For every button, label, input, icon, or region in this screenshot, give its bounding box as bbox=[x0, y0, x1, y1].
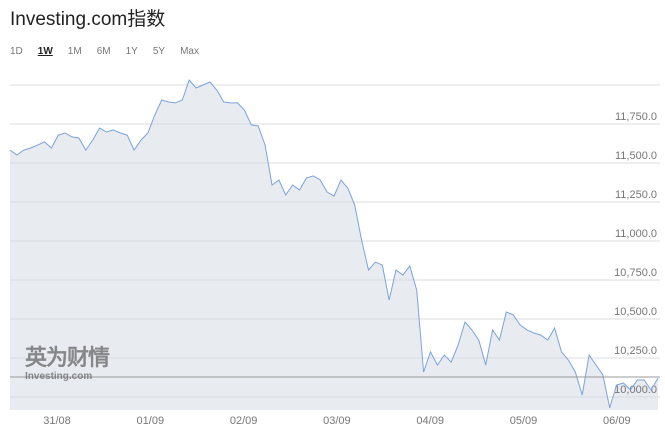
x-tick-label: 05/09 bbox=[510, 415, 538, 427]
range-5y[interactable]: 5Y bbox=[152, 46, 166, 57]
x-tick-label: 31/08 bbox=[43, 415, 71, 427]
range-max[interactable]: Max bbox=[180, 46, 199, 57]
range-selector: 1D 1W 1M 6M 1Y 5Y Max bbox=[10, 46, 214, 57]
watermark-logo: 英为财情 Investing.com bbox=[25, 345, 110, 383]
range-6m[interactable]: 6M bbox=[96, 46, 111, 57]
y-tick-label: 11,500.0 bbox=[615, 150, 657, 162]
range-1y[interactable]: 1Y bbox=[125, 46, 138, 57]
watermark-en: Investing.com bbox=[25, 371, 93, 382]
range-1w[interactable]: 1W bbox=[37, 46, 53, 57]
x-tick-label: 01/09 bbox=[137, 415, 165, 427]
price-line bbox=[9, 79, 659, 409]
x-tick-label: 06/09 bbox=[603, 415, 631, 427]
y-tick-label: 11,750.0 bbox=[615, 111, 657, 123]
y-tick-label: 11,250.0 bbox=[615, 189, 657, 201]
page-title: Investing.com指数 bbox=[10, 9, 166, 30]
y-tick-label: 11,000.0 bbox=[615, 228, 657, 240]
x-tick-label: 02/09 bbox=[230, 415, 258, 427]
watermark-cn: 英为财情 bbox=[25, 345, 110, 370]
y-tick-label: 10,000.0 bbox=[614, 384, 657, 396]
range-1d[interactable]: 1D bbox=[10, 46, 23, 57]
y-tick-label: 10,750.0 bbox=[614, 267, 657, 279]
y-tick-label: 10,250.0 bbox=[614, 345, 657, 357]
x-tick-label: 03/09 bbox=[323, 415, 351, 427]
y-tick-label: 10,500.0 bbox=[614, 306, 657, 318]
x-tick-label: 04/09 bbox=[416, 415, 444, 427]
range-1m[interactable]: 1M bbox=[67, 46, 82, 57]
